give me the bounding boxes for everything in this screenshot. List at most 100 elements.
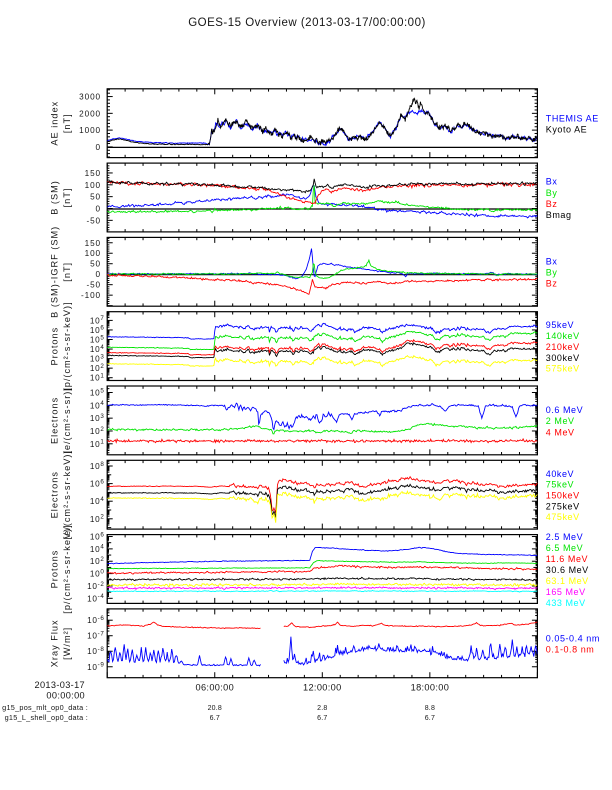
svg-text:18:00:00: 18:00:00 <box>411 682 450 692</box>
svg-text:100: 100 <box>85 181 101 190</box>
svg-text:100: 100 <box>90 568 105 578</box>
svg-text:75keV: 75keV <box>546 480 574 490</box>
svg-text:1000: 1000 <box>79 126 101 135</box>
svg-text:102: 102 <box>90 514 105 524</box>
svg-text:B (SM): B (SM) <box>49 180 59 215</box>
svg-text:104: 104 <box>90 400 105 410</box>
svg-text:50: 50 <box>90 260 101 269</box>
svg-text:[nT]: [nT] <box>62 188 72 208</box>
svg-text:[p/(cm²-s-sr-keV)]: [p/(cm²-s-sr-keV)] <box>62 524 72 613</box>
svg-text:B (SM)-IGRF (SM): B (SM)-IGRF (SM) <box>49 226 59 318</box>
svg-text:102: 102 <box>90 556 105 566</box>
svg-text:-50: -50 <box>86 281 101 290</box>
svg-text:2 MeV: 2 MeV <box>546 416 575 426</box>
svg-text:165 MeV: 165 MeV <box>546 587 586 597</box>
svg-text:Bx: Bx <box>546 177 558 187</box>
svg-text:30.6 MeV: 30.6 MeV <box>546 565 589 575</box>
svg-text:0.1-0.8 nm: 0.1-0.8 nm <box>546 645 595 655</box>
svg-text:11.6 MeV: 11.6 MeV <box>546 554 588 564</box>
svg-text:10-2: 10-2 <box>87 581 104 591</box>
svg-text:[W/m²]: [W/m²] <box>62 627 72 660</box>
svg-text:0.6 MeV: 0.6 MeV <box>546 405 583 415</box>
svg-text:103: 103 <box>90 353 105 363</box>
svg-text:105: 105 <box>90 387 105 397</box>
svg-text:8.8: 8.8 <box>425 705 435 712</box>
svg-text:101: 101 <box>90 439 105 449</box>
svg-text:107: 107 <box>90 315 105 325</box>
svg-text:Electrons: Electrons <box>49 471 59 518</box>
svg-text:150: 150 <box>85 169 101 178</box>
svg-text:Bz: Bz <box>546 199 558 209</box>
svg-text:2.5 MeV: 2.5 MeV <box>546 532 583 542</box>
svg-text:Bz: Bz <box>546 279 558 289</box>
svg-text:6.7: 6.7 <box>317 715 327 722</box>
svg-text:103: 103 <box>90 413 105 423</box>
svg-text:Protons: Protons <box>49 327 59 366</box>
svg-text:102: 102 <box>90 363 105 373</box>
svg-text:575keV: 575keV <box>546 364 580 374</box>
svg-text:3000: 3000 <box>79 93 101 102</box>
svg-text:2000: 2000 <box>79 109 101 118</box>
svg-text:40keV: 40keV <box>546 469 574 479</box>
svg-text:Kyoto AE: Kyoto AE <box>546 125 587 135</box>
svg-text:[p/(cm²-s-sr-keV)]: [p/(cm²-s-sr-keV)] <box>62 301 72 390</box>
svg-text:10-7: 10-7 <box>87 631 104 641</box>
svg-text:By: By <box>546 188 558 198</box>
svg-text:0: 0 <box>96 205 101 214</box>
svg-text:g15_L_shell_op0_data :: g15_L_shell_op0_data : <box>5 713 88 722</box>
svg-text:10-9: 10-9 <box>87 662 104 672</box>
svg-text:10-6: 10-6 <box>87 615 104 625</box>
svg-text:20.8: 20.8 <box>208 705 222 712</box>
svg-text:0.05-0.4 nm: 0.05-0.4 nm <box>546 634 600 644</box>
svg-text:6.7: 6.7 <box>210 715 220 722</box>
svg-text:0: 0 <box>96 270 101 279</box>
svg-text:00:00:00: 00:00:00 <box>46 690 85 700</box>
svg-text:104: 104 <box>90 496 105 506</box>
svg-text:95keV: 95keV <box>546 320 574 330</box>
svg-text:AE index: AE index <box>49 101 59 146</box>
svg-text:4 MeV: 4 MeV <box>546 427 575 437</box>
svg-text:06:00:00: 06:00:00 <box>196 682 235 692</box>
svg-text:210keV: 210keV <box>546 342 580 352</box>
svg-text:[nT]: [nT] <box>62 113 72 133</box>
svg-text:106: 106 <box>90 531 105 541</box>
svg-text:-50: -50 <box>86 216 101 225</box>
svg-text:108: 108 <box>90 461 105 471</box>
svg-text:105: 105 <box>90 334 105 344</box>
svg-text:2.8: 2.8 <box>317 705 327 712</box>
svg-text:275keV: 275keV <box>546 501 580 511</box>
svg-text:Electrons: Electrons <box>49 397 59 444</box>
svg-text:150keV: 150keV <box>546 491 580 501</box>
svg-text:140keV: 140keV <box>546 331 580 341</box>
svg-text:GOES-15 Overview (2013-03-17/0: GOES-15 Overview (2013-03-17/00:00:00) <box>188 17 426 29</box>
svg-text:100: 100 <box>85 249 101 258</box>
svg-text:Bmag: Bmag <box>546 210 572 220</box>
svg-text:0: 0 <box>96 143 101 152</box>
svg-text:[e/(cm²-s-sr)]: [e/(cm²-s-sr)] <box>62 387 72 454</box>
svg-text:433 MeV: 433 MeV <box>546 598 586 608</box>
svg-text:Xray Flux: Xray Flux <box>49 619 59 667</box>
svg-text:300keV: 300keV <box>546 353 580 363</box>
svg-text:475keV: 475keV <box>546 512 580 522</box>
svg-text:[e/(cm²-s-sr-keV)]: [e/(cm²-s-sr-keV)] <box>62 450 72 539</box>
svg-text:106: 106 <box>90 478 105 488</box>
svg-text:150: 150 <box>85 239 101 248</box>
svg-text:10-8: 10-8 <box>87 646 104 656</box>
svg-text:Bx: Bx <box>546 257 558 267</box>
svg-text:[nT]: [nT] <box>62 262 72 282</box>
svg-text:104: 104 <box>90 544 105 554</box>
svg-text:102: 102 <box>90 426 105 436</box>
svg-text:12:00:00: 12:00:00 <box>303 682 342 692</box>
svg-text:106: 106 <box>90 325 105 335</box>
svg-text:104: 104 <box>90 344 105 354</box>
svg-text:g15_pos_mlt_op0_data :: g15_pos_mlt_op0_data : <box>2 703 88 712</box>
svg-text:63.1 MeV: 63.1 MeV <box>546 576 589 586</box>
svg-text:101: 101 <box>90 373 105 383</box>
svg-text:Protons: Protons <box>49 550 59 589</box>
svg-text:6.5 MeV: 6.5 MeV <box>546 543 583 553</box>
svg-text:2013-03-17: 2013-03-17 <box>35 680 86 690</box>
svg-text:By: By <box>546 268 558 278</box>
svg-text:THEMIS AE: THEMIS AE <box>546 113 599 123</box>
svg-text:-100: -100 <box>81 291 101 300</box>
svg-text:50: 50 <box>90 193 101 202</box>
